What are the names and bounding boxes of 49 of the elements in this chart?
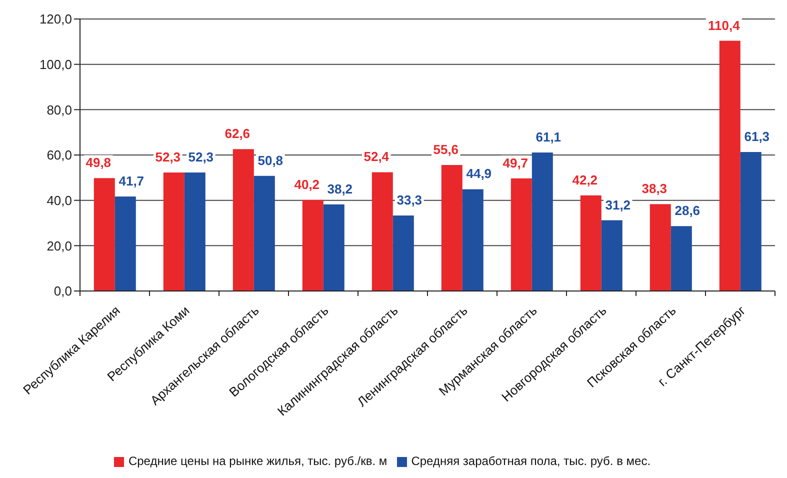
- bar: [532, 152, 553, 291]
- data-label: 52,3: [155, 149, 181, 164]
- data-label: 110,4: [708, 18, 741, 33]
- bar: [670, 226, 692, 291]
- data-label: 44,9: [466, 166, 492, 182]
- data-label: 52,3: [188, 149, 214, 164]
- bar: [302, 200, 324, 291]
- y-tick-label: 60,0: [46, 148, 72, 163]
- bar: [94, 178, 115, 291]
- legend-label: Средние цены на рынке жилья, тыс. руб./кв. м: [128, 454, 388, 468]
- y-tick-label: 120,0: [39, 12, 72, 27]
- bar: [462, 189, 484, 291]
- bar: [601, 220, 622, 291]
- data-label: 33,3: [396, 192, 422, 208]
- y-tick-label: 0,0: [54, 284, 72, 299]
- bar: [323, 204, 344, 291]
- data-label: 40,2: [294, 176, 320, 192]
- data-label: 49,7: [502, 155, 528, 170]
- legend-label: Средняя заработная пола, тыс. руб. в мес.: [411, 454, 651, 468]
- data-label: 38,2: [327, 181, 353, 196]
- data-label: 62,6: [224, 126, 250, 142]
- data-label: 31,2: [605, 197, 631, 212]
- bar: [650, 204, 671, 291]
- data-label: 61,3: [744, 129, 770, 144]
- bar: [510, 178, 532, 291]
- data-label: 42,2: [572, 172, 598, 188]
- y-tick-label: 40,0: [46, 192, 72, 208]
- bar: [254, 176, 275, 291]
- bar: [580, 195, 602, 291]
- y-tick-label: 20,0: [46, 238, 72, 254]
- bar: [372, 172, 393, 291]
- y-tick-label: 100,0: [39, 56, 72, 72]
- bar: [719, 40, 740, 291]
- data-label: 52,4: [364, 149, 390, 164]
- data-label: 55,6: [433, 142, 459, 157]
- data-label: 61,1: [536, 130, 562, 145]
- bar: [441, 164, 462, 291]
- bar: [740, 152, 762, 291]
- data-label: 50,8: [258, 152, 284, 168]
- data-label: 38,3: [642, 181, 668, 196]
- y-tick-label: 80,0: [46, 102, 72, 118]
- bar: [184, 172, 206, 291]
- bar: [392, 216, 414, 291]
- bar: [114, 196, 136, 291]
- bar: [163, 172, 184, 291]
- data-label: 41,7: [118, 173, 144, 188]
- data-label: 28,6: [674, 203, 700, 218]
- bar: [232, 149, 254, 291]
- data-label: 49,8: [86, 155, 112, 170]
